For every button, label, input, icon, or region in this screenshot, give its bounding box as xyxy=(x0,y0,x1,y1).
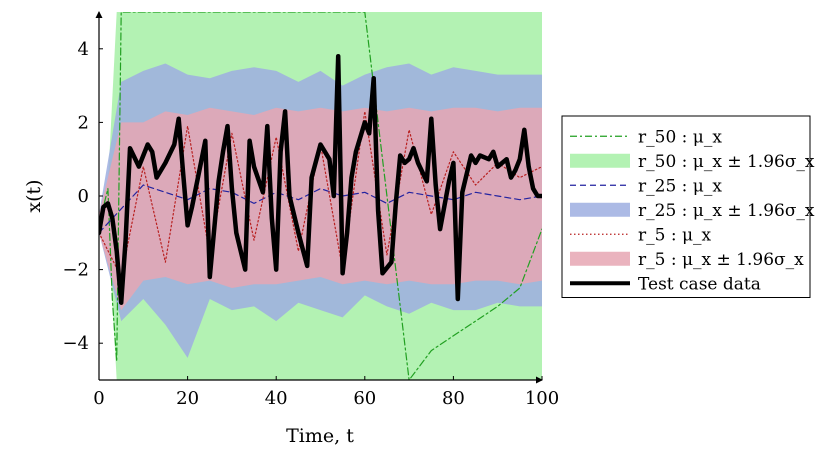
series-line-0 xyxy=(99,12,542,380)
legend: r_50 : μ_x r_50 : μ_x ± 1.96σ_x r_25 : μ_x… xyxy=(561,115,815,298)
legend-label: r_5 : μ_x ± 1.96σ_x xyxy=(638,250,804,270)
plot-lines xyxy=(99,12,542,380)
legend-label: r_25 : μ_x ± 1.96σ_x xyxy=(638,201,815,221)
legend-label: r_25 : μ_x xyxy=(638,176,722,196)
legend-label: r_5 : μ_x xyxy=(638,225,712,245)
legend-item: r_25 : μ_x ± 1.96σ_x xyxy=(570,201,815,221)
legend-label: r_50 : μ_x xyxy=(638,127,722,147)
x-tick-label: 20 xyxy=(176,388,199,409)
legend-item: r_50 : μ_x ± 1.96σ_x xyxy=(570,152,815,172)
legend-swatch xyxy=(570,202,630,217)
x-tick-label: 40 xyxy=(265,388,288,409)
x-tick-label: 100 xyxy=(525,388,559,409)
legend-swatch xyxy=(570,251,630,266)
legend-item: r_5 : μ_x xyxy=(570,225,712,245)
y-tick-label: −2 xyxy=(62,260,89,281)
x-tick-label: 80 xyxy=(442,388,465,409)
x-axis-label: Time, t xyxy=(286,425,354,447)
legend-swatch xyxy=(570,153,630,168)
legend-item: r_25 : μ_x xyxy=(570,176,722,196)
legend-item: r_5 : μ_x ± 1.96σ_x xyxy=(570,250,804,270)
y-tick-label: −4 xyxy=(62,333,89,354)
legend-label: r_50 : μ_x ± 1.96σ_x xyxy=(638,152,815,172)
y-tick-label: 0 xyxy=(78,186,89,207)
series-line-6 xyxy=(99,53,542,305)
tick-labels: 0 20 40 60 80 100 −4 −2 0 2 4 xyxy=(62,39,559,409)
y-axis-arrowhead xyxy=(95,11,103,18)
x-tick-label: 60 xyxy=(353,388,376,409)
y-tick-label: 4 xyxy=(78,39,89,60)
plot-bands xyxy=(99,12,542,380)
legend-item: Test case data xyxy=(570,274,761,294)
legend-label: Test case data xyxy=(638,274,761,294)
y-axis-label: x(t) xyxy=(23,179,45,212)
x-tick-label: 0 xyxy=(93,388,104,409)
x-axis-arrowhead xyxy=(536,376,543,384)
y-tick-label: 2 xyxy=(78,112,89,133)
legend-item: r_50 : μ_x xyxy=(570,127,722,147)
